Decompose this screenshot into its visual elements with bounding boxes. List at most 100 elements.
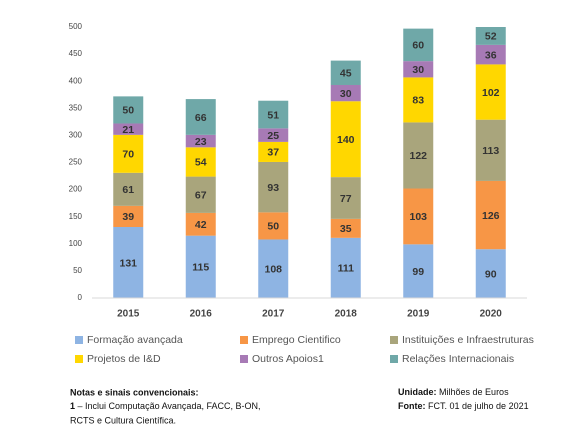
- bar-segment: [185, 176, 216, 213]
- legend-swatch: [390, 336, 398, 344]
- y-tick-label: 500: [69, 22, 83, 31]
- y-tick-label: 350: [69, 103, 83, 112]
- data-label: 99: [412, 266, 424, 278]
- bar-segment: [475, 64, 506, 120]
- legend-label: Projetos de I&D: [87, 353, 161, 365]
- bar-segment: [330, 60, 361, 85]
- bar-segment: [403, 122, 434, 189]
- legend-label: Relações Internacionais: [402, 353, 514, 365]
- unit-text: Milhões de Euros: [439, 387, 509, 397]
- data-label: 61: [122, 184, 134, 196]
- data-label: 111: [338, 263, 355, 275]
- bar-segment: [330, 84, 361, 102]
- legend-swatch: [390, 355, 398, 363]
- x-tick-label: 2019: [407, 309, 430, 320]
- x-tick-label: 2016: [190, 309, 213, 320]
- bar-segment: [113, 123, 144, 135]
- legend-label: Instituições e Infraestruturas: [402, 334, 534, 346]
- bar-segment: [185, 235, 216, 298]
- data-label: 93: [267, 182, 279, 194]
- data-label: 30: [412, 64, 424, 76]
- data-label: 115: [192, 262, 209, 274]
- data-label: 77: [340, 193, 352, 205]
- y-tick-label: 450: [69, 49, 83, 58]
- source: Fonte: FCT. 01 de julho de 2021: [398, 401, 529, 411]
- bar-segment: [330, 218, 361, 238]
- data-label: 122: [409, 150, 427, 162]
- data-label: 103: [409, 211, 427, 223]
- bar-segment: [330, 237, 361, 298]
- x-tick-label: 2017: [262, 309, 285, 320]
- data-label: 66: [195, 112, 207, 124]
- bar-segment: [113, 226, 144, 298]
- bar-segment: [475, 180, 506, 250]
- data-label: 35: [340, 223, 352, 235]
- bar-segment: [475, 27, 506, 45]
- bar-segment: [475, 119, 506, 181]
- data-label: 90: [485, 268, 497, 280]
- bar-segment: [185, 134, 216, 148]
- note-text: – Inclui Computação Avançada, FACC, B-ON…: [78, 401, 261, 411]
- notes-line: 1 – Inclui Computação Avançada, FACC, B-…: [70, 401, 260, 411]
- data-label: 21: [122, 124, 134, 136]
- bar-segment: [475, 249, 506, 298]
- x-tick-label: 2018: [335, 309, 358, 320]
- data-label: 37: [267, 147, 279, 159]
- source-text: FCT. 01 de julho de 2021: [428, 401, 529, 411]
- bar-segment: [113, 172, 144, 206]
- bar-segment: [403, 244, 434, 298]
- legend-swatch: [240, 336, 248, 344]
- x-tick-label: 2020: [480, 309, 503, 320]
- data-label: 50: [122, 105, 134, 117]
- data-label: 36: [485, 49, 497, 61]
- unit: Unidade: Milhões de Euros: [398, 387, 509, 397]
- y-tick-label: 300: [69, 131, 83, 140]
- unit-label: Unidade:: [398, 387, 437, 397]
- bar-segment: [258, 100, 289, 129]
- notes-title: Notas e sinais convencionais:: [70, 387, 199, 397]
- data-label: 23: [195, 136, 207, 148]
- legend-label: Formação avançada: [87, 334, 183, 346]
- bar-segment: [475, 44, 506, 65]
- legend-swatch: [75, 336, 83, 344]
- bar-segment: [113, 96, 144, 124]
- legend-label: Emprego Cientifico: [252, 334, 341, 346]
- legend-label: Outros Apoios1: [252, 353, 324, 365]
- data-label: 70: [122, 149, 134, 161]
- bar-segment: [258, 239, 289, 298]
- y-tick-label: 0: [78, 293, 83, 302]
- data-label: 42: [195, 219, 207, 231]
- bar-segment: [185, 147, 216, 177]
- y-tick-label: 50: [73, 266, 82, 275]
- bar-segment: [330, 177, 361, 219]
- legend-swatch: [240, 355, 248, 363]
- data-label: 126: [482, 210, 500, 222]
- bar-segment: [403, 188, 434, 245]
- bar-segment: [258, 141, 289, 162]
- y-tick-label: 200: [69, 185, 83, 194]
- bar-segment: [258, 212, 289, 240]
- bar-segment: [185, 99, 216, 135]
- data-label: 60: [412, 40, 424, 52]
- data-label: 140: [337, 134, 355, 146]
- bar-segment: [403, 28, 434, 62]
- data-label: 102: [482, 87, 500, 99]
- bar-segment: [258, 161, 289, 213]
- y-tick-label: 250: [69, 158, 83, 167]
- bar-segment: [403, 61, 434, 78]
- legend-swatch: [75, 355, 83, 363]
- data-label: 25: [267, 130, 279, 142]
- data-label: 50: [267, 221, 279, 233]
- data-label: 39: [122, 211, 134, 223]
- notes: Notas e sinais convencionais: 1 – Inclui…: [70, 387, 529, 425]
- bar-segment: [258, 128, 289, 142]
- data-label: 113: [482, 145, 499, 157]
- bar-segment: [330, 101, 361, 178]
- plot-area: [113, 27, 506, 298]
- data-label: 131: [119, 257, 137, 269]
- bar-segment: [185, 212, 216, 236]
- y-tick-label: 400: [69, 76, 83, 85]
- data-label: 45: [340, 68, 352, 80]
- bar-segment: [403, 77, 434, 123]
